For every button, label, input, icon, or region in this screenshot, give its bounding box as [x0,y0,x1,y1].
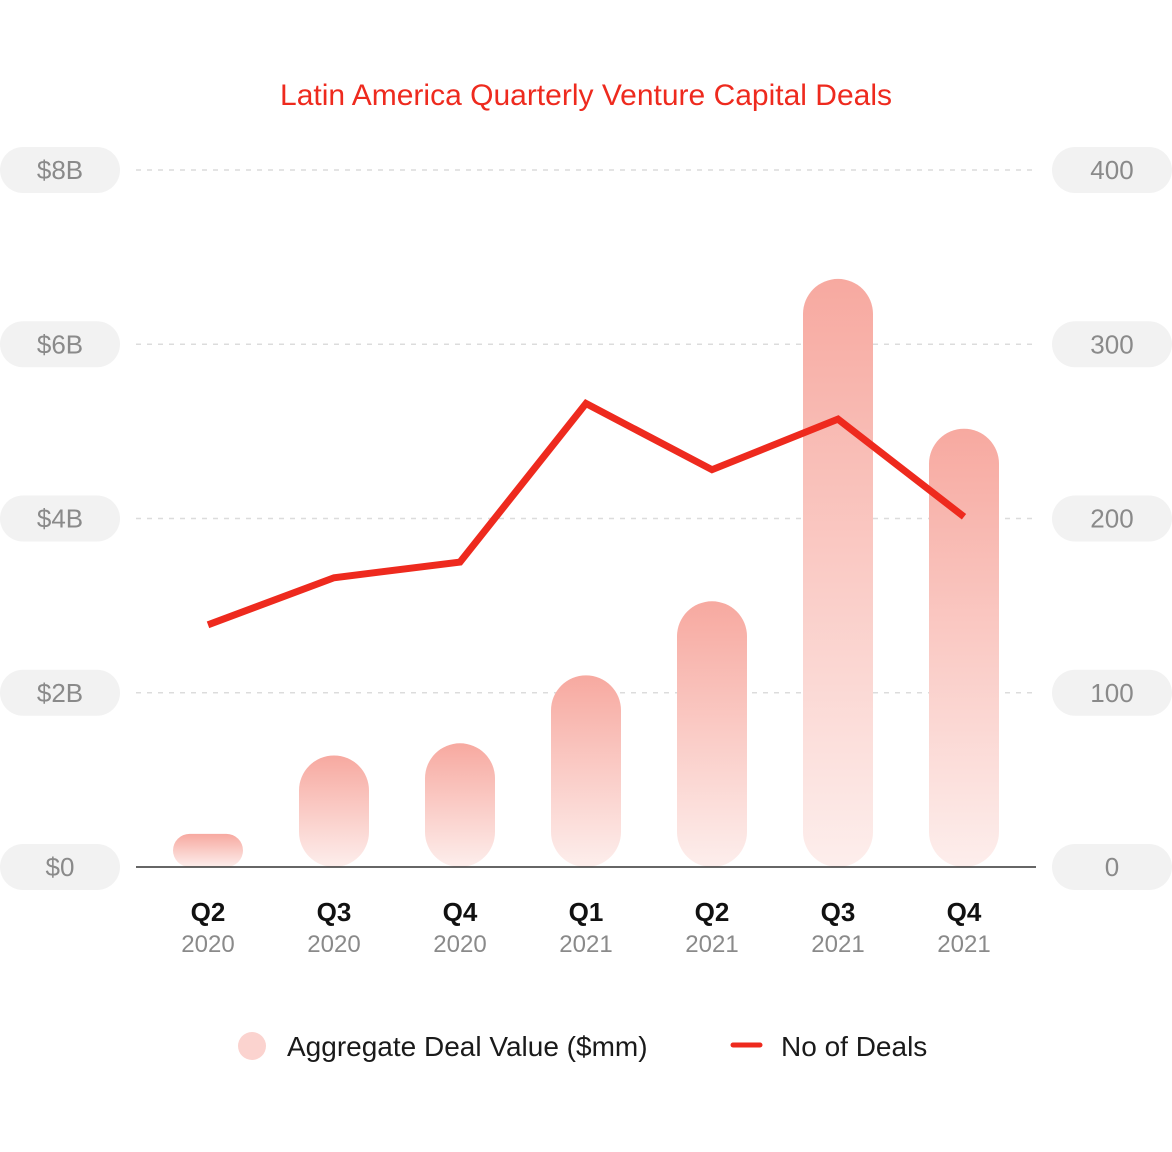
x-tick-quarter: Q4 [443,897,478,927]
bar-deal-value [299,755,369,867]
x-tick-quarter: Q1 [569,897,604,927]
x-tick-year: 2021 [685,931,738,958]
right-tick-label: 200 [1090,504,1133,534]
left-tick-pill [0,844,120,890]
bar-deal-value [803,278,873,867]
left-tick-label: $4B [37,504,83,534]
left-tick-label: $6B [37,329,83,359]
legend-line-label: No of Deals [781,1031,927,1062]
left-tick-pill [0,669,120,716]
x-tick-year: 2020 [181,931,234,958]
right-tick-label: 300 [1090,329,1133,359]
x-tick-quarter: Q2 [695,897,730,927]
left-tick-label: $2B [37,678,83,708]
x-tick-year: 2021 [937,931,990,958]
x-tick-year: 2020 [307,931,360,958]
gridlines [136,169,1036,694]
right-tick-pill [1052,669,1172,716]
x-tick-year: 2021 [559,931,612,958]
right-tick-pill [1052,147,1172,193]
bar-deal-value [551,675,621,867]
legend-bar-label: Aggregate Deal Value ($mm) [287,1031,648,1062]
bars [173,278,999,867]
left-axis: $0 $2B $4B $6B $8B [0,147,120,890]
left-tick-pill [0,147,120,193]
right-tick-pill [1052,495,1172,542]
right-axis: 0 100 200 300 400 [1052,147,1172,890]
x-tick-quarter: Q2 [191,897,226,927]
bar-deal-value [425,743,495,867]
left-tick-pill [0,321,120,368]
x-axis-labels: Q2 2020 Q3 2020 Q4 2020 Q1 2021 Q2 2021 Q3 2021 Q4 20… [181,897,990,958]
x-tick-quarter: Q4 [947,897,982,927]
deals-line-layer [206,399,967,629]
right-tick-pill [1052,321,1172,368]
right-tick-label: 0 [1105,852,1119,882]
x-tick-quarter: Q3 [317,897,352,927]
right-tick-label: 100 [1090,678,1133,708]
chart-title: Latin America Quarterly Venture Capital … [280,79,892,112]
right-tick-pill [1052,844,1172,890]
right-tick-label: 400 [1090,155,1133,185]
legend-bar-swatch [238,1032,266,1060]
x-tick-year: 2020 [433,931,486,958]
left-tick-pill [0,495,120,542]
bar-deal-value [929,428,999,867]
x-tick-year: 2021 [811,931,864,958]
left-tick-label: $0 [46,852,75,882]
x-tick-quarter: Q3 [821,897,856,927]
bar-deal-value [677,601,747,867]
legend: Aggregate Deal Value ($mm) No of Deals [238,1031,927,1062]
left-tick-label: $8B [37,155,83,185]
bar-deal-value [173,833,243,867]
